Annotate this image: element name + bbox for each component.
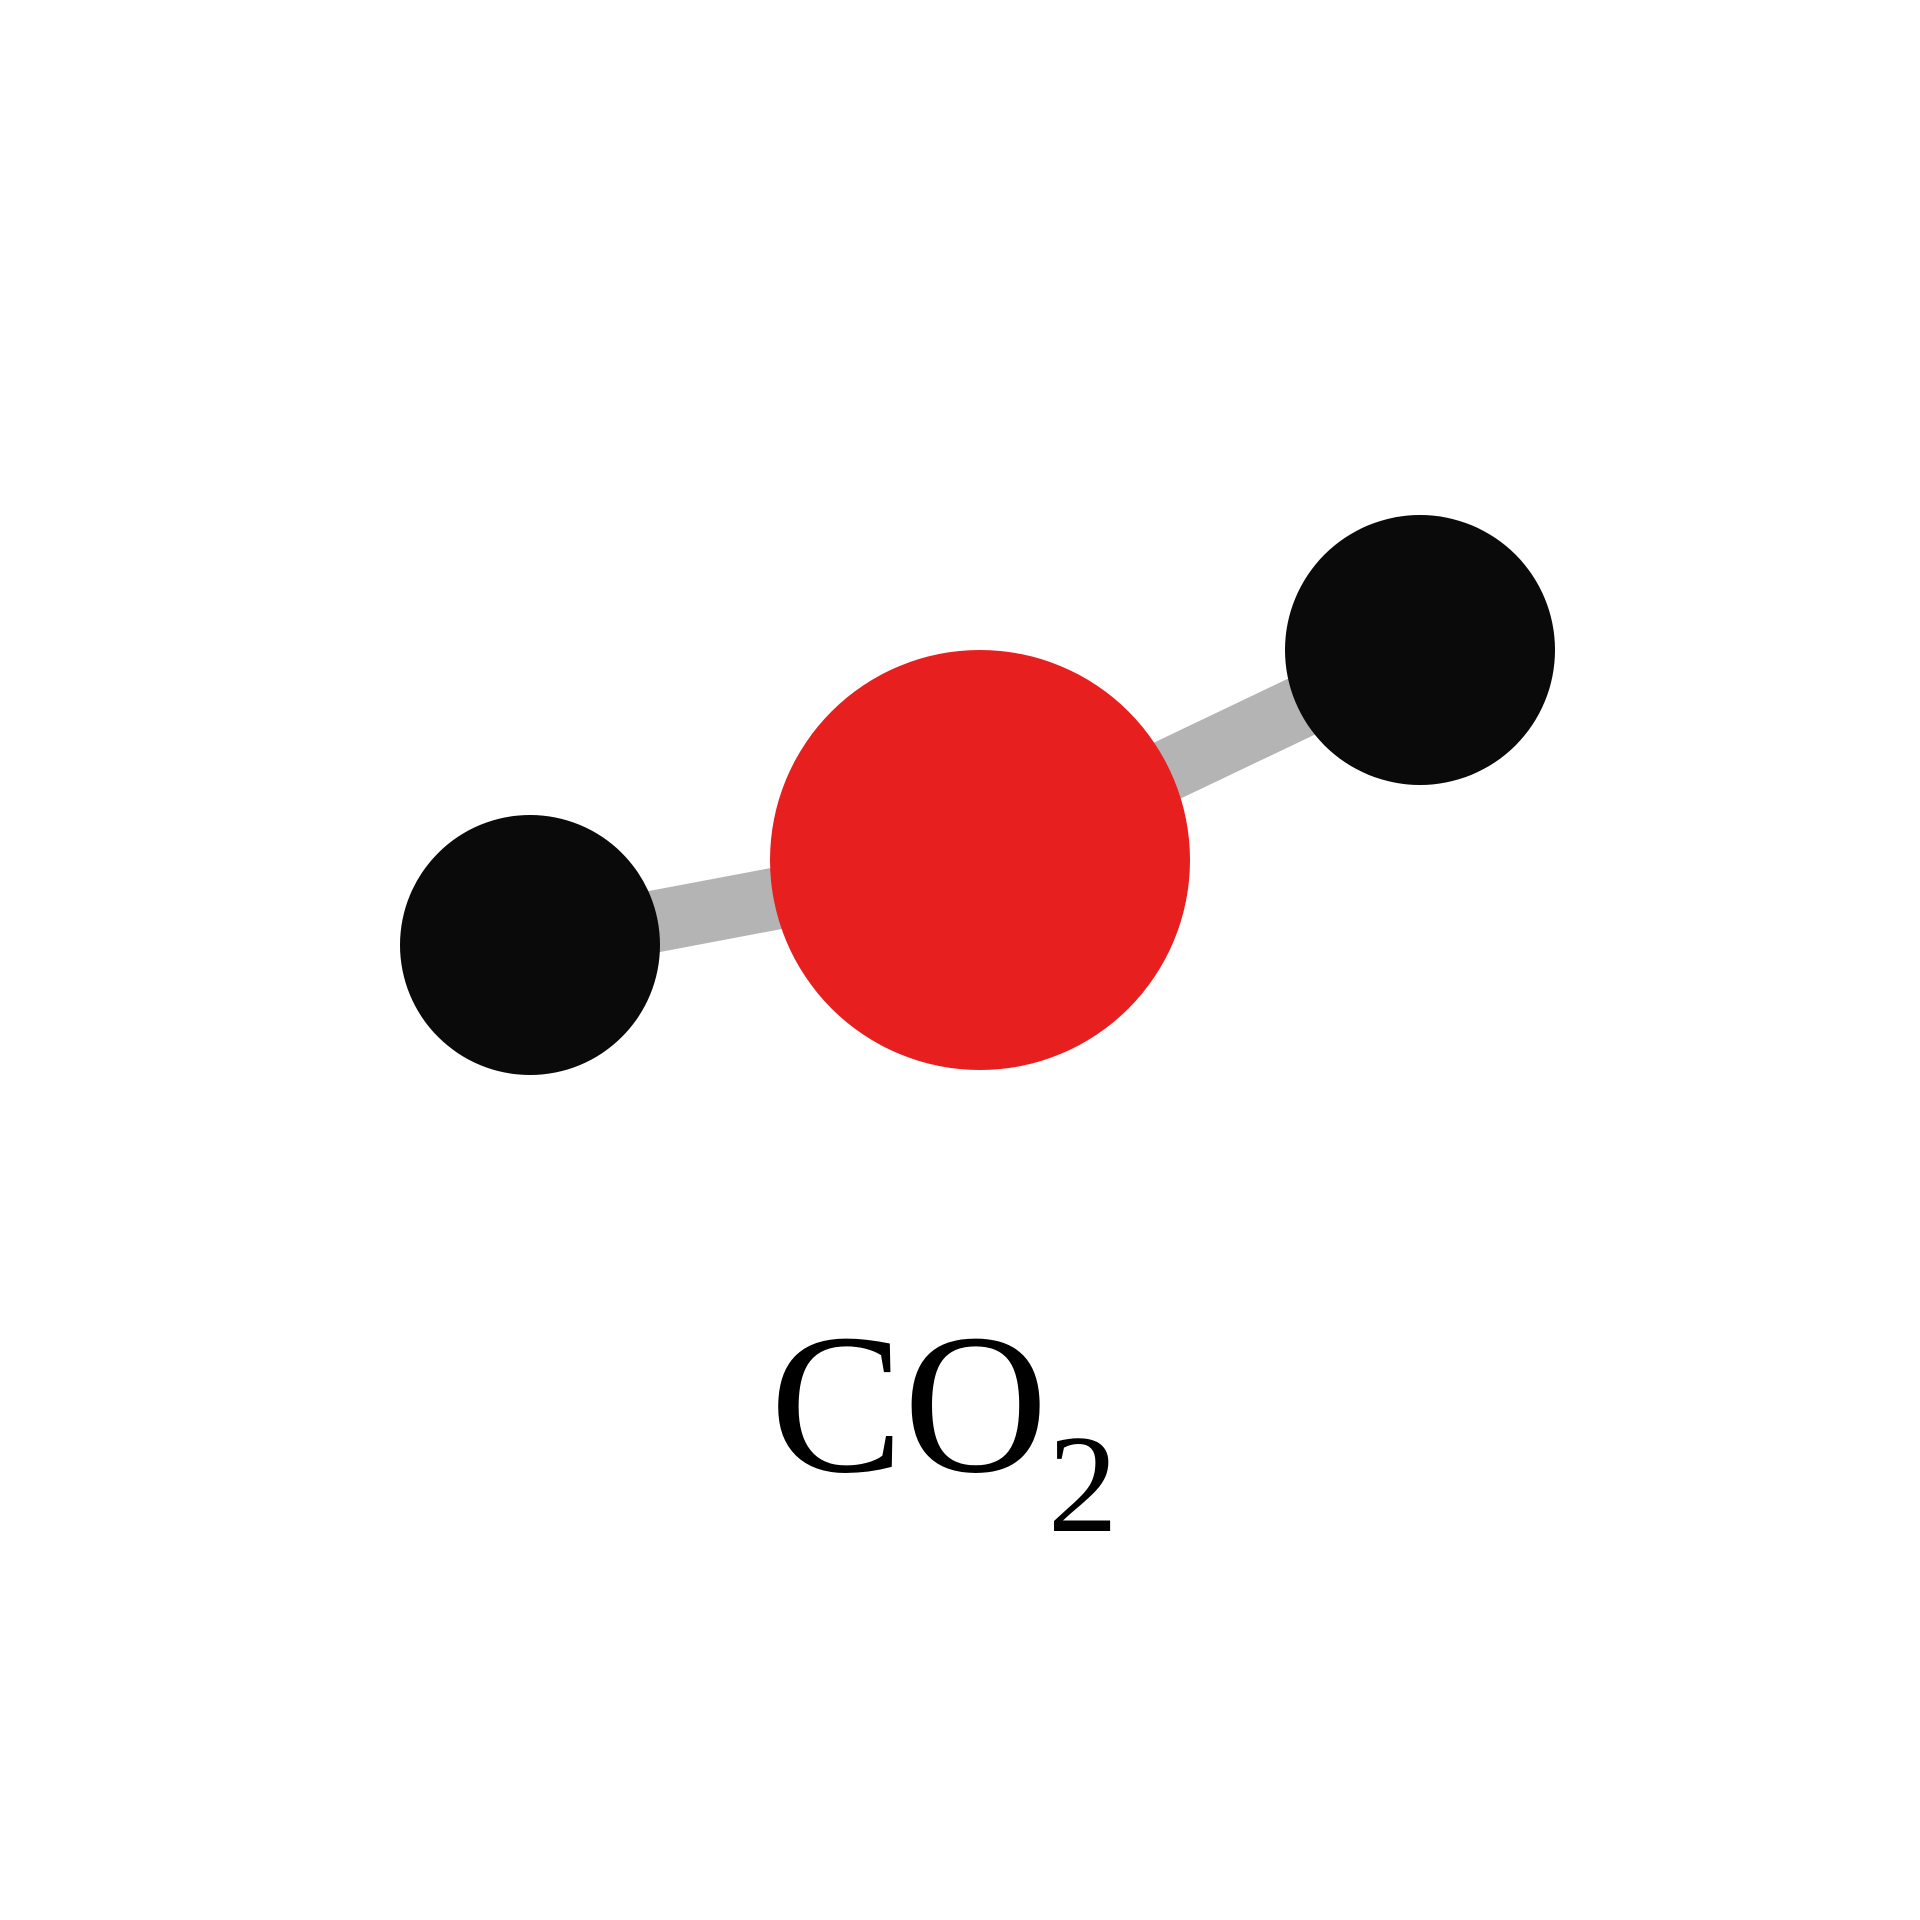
formula-main-text: CO xyxy=(770,1294,1048,1515)
atom-oxygen-right xyxy=(1285,515,1555,785)
chemical-formula: CO2 xyxy=(770,1290,1118,1519)
molecule-diagram: CO2 xyxy=(0,0,1920,1920)
atom-carbon-center xyxy=(770,650,1190,1070)
formula-subscript: 2 xyxy=(1048,1407,1118,1562)
atoms-group xyxy=(400,515,1555,1075)
atom-oxygen-left xyxy=(400,815,660,1075)
molecule-svg xyxy=(0,0,1920,1920)
